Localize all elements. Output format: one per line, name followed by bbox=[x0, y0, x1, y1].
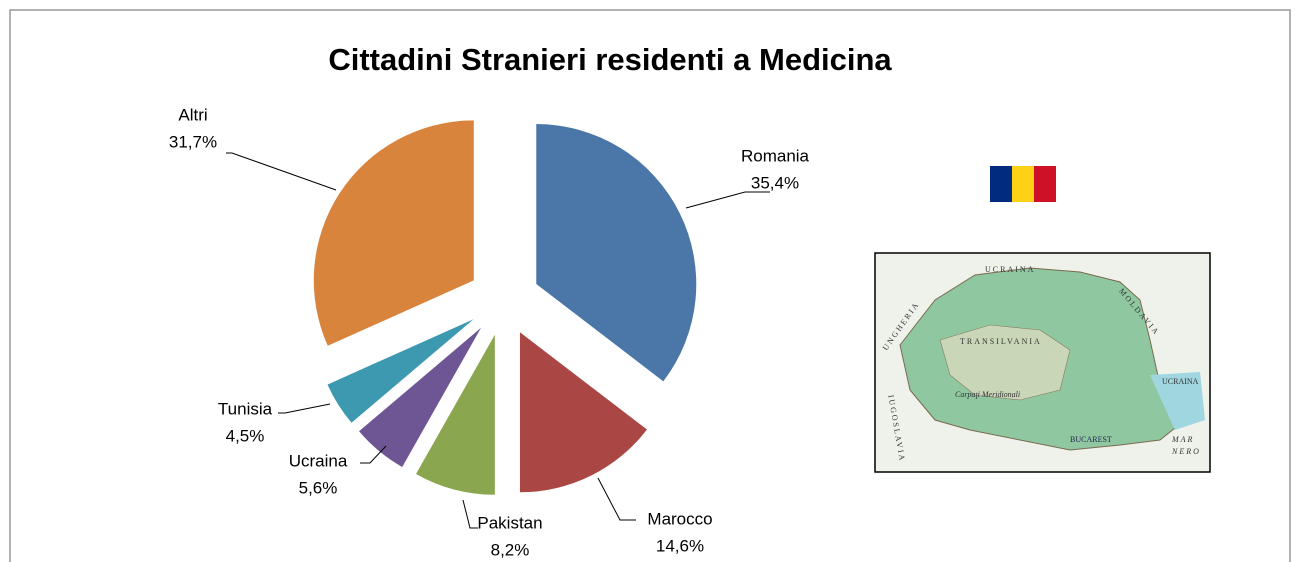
pie-slice bbox=[536, 124, 697, 382]
slice-value-label: 4,5% bbox=[226, 426, 265, 445]
map: UCRAINA MOLDAVIA UNGHERIA TRANSILVANIA I… bbox=[874, 252, 1211, 473]
leader-line bbox=[685, 191, 770, 209]
map-label: Carpaţi Meridionali bbox=[955, 390, 1020, 399]
slice-label: Ucraina bbox=[289, 451, 348, 470]
pie-slice bbox=[313, 120, 474, 346]
slice-label: Marocco bbox=[647, 509, 712, 528]
slice-label: Romania bbox=[741, 146, 810, 165]
slice-value-label: 14,6% bbox=[656, 536, 704, 555]
map-label: BUCAREST bbox=[1070, 435, 1112, 444]
map-label: UCRAINA bbox=[985, 265, 1035, 274]
map-label: TRANSILVANIA bbox=[960, 337, 1042, 346]
map-label: MAR bbox=[1171, 435, 1194, 444]
slice-value-label: 8,2% bbox=[491, 540, 530, 559]
leader-line bbox=[462, 499, 478, 529]
slice-label: Pakistan bbox=[477, 513, 542, 532]
leader-line bbox=[226, 152, 337, 191]
map-label: NERO bbox=[1171, 447, 1201, 456]
map-label: UCRAINA bbox=[1162, 377, 1199, 386]
pie-slice bbox=[327, 319, 474, 423]
pie-slice bbox=[359, 327, 482, 467]
flag bbox=[990, 166, 1056, 202]
leader-line bbox=[597, 477, 636, 521]
leader-line bbox=[278, 403, 331, 414]
chart-title: Cittadini Stranieri residenti a Medicina bbox=[328, 42, 892, 77]
slice-label: Tunisia bbox=[218, 399, 273, 418]
slice-value-label: 31,7% bbox=[169, 132, 217, 151]
slice-value-label: 5,6% bbox=[299, 478, 338, 497]
leader-line bbox=[360, 445, 387, 464]
pie-slice bbox=[415, 334, 495, 495]
pie-slice bbox=[519, 332, 647, 493]
slice-value-label: 35,4% bbox=[751, 173, 799, 192]
slice-label: Altri bbox=[178, 105, 207, 124]
